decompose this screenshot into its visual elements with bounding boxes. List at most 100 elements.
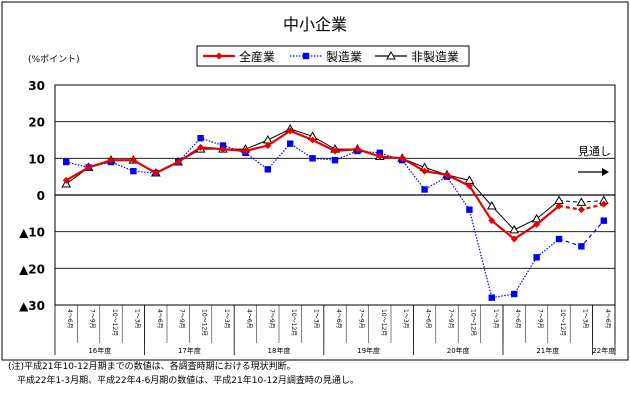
- year-group-label: 21年度: [536, 346, 559, 355]
- data-point-marker: [241, 147, 249, 155]
- data-point-marker: [302, 52, 310, 60]
- data-point-marker: [488, 217, 496, 225]
- x-tick-label: 7～9月: [357, 309, 364, 329]
- y-tick-label: 10: [28, 152, 45, 166]
- data-point-marker: [152, 169, 160, 177]
- data-point-marker: [577, 206, 585, 214]
- x-tick-label: 1～3月: [223, 309, 230, 329]
- data-point-marker: [465, 182, 473, 190]
- x-tick-label: 10～12月: [559, 309, 566, 336]
- data-point-marker: [219, 142, 227, 149]
- data-point-marker: [488, 294, 495, 301]
- data-point-marker: [398, 154, 406, 162]
- year-group-label: 20年度: [447, 346, 470, 355]
- x-tick-label: 7～9月: [178, 309, 185, 329]
- year-group-label: 16年度: [88, 346, 111, 355]
- data-point-marker: [264, 166, 271, 173]
- year-group-label: 19年度: [357, 346, 380, 355]
- x-tick-label: 10～12月: [469, 309, 476, 336]
- footnote-1: (注)平成21年10-12月期までの数値は、各調査時期における現状判断。: [8, 362, 296, 372]
- x-tick-label: 4～6月: [245, 309, 252, 329]
- data-point-marker: [421, 167, 429, 175]
- y-tick-label: 0: [37, 189, 45, 203]
- x-tick-label: 4～6月: [604, 309, 611, 329]
- x-tick-label: 7～9月: [447, 309, 454, 329]
- data-point-marker: [331, 156, 339, 164]
- data-point-marker: [533, 254, 540, 261]
- data-point-marker: [130, 167, 137, 175]
- x-axis: 4～6月 7～9月 10～12月 1～3月 4～6月 7～9月 10～12月 1～3月 4～6月…: [54, 305, 616, 355]
- chart-title: 中小企業: [283, 15, 347, 34]
- y-axis-ticks: 30 20 10 0 ▲10 ▲20 ▲30: [19, 79, 45, 313]
- data-point-marker: [421, 186, 428, 193]
- data-point-marker: [386, 50, 396, 60]
- data-point-marker: [376, 149, 383, 157]
- data-point-marker: [219, 145, 227, 153]
- legend-label: 製造業: [326, 50, 362, 64]
- x-tick-label: 1～3月: [313, 309, 320, 329]
- x-tick-label: 4～6月: [66, 309, 73, 329]
- data-point-marker: [353, 145, 361, 153]
- data-point-marker: [600, 200, 608, 208]
- x-tick-label: 4～6月: [156, 309, 163, 329]
- y-tick-label: ▲20: [19, 262, 45, 276]
- data-point-marker: [466, 206, 473, 213]
- y-tick-label: ▲10: [19, 226, 45, 240]
- data-point-marker: [129, 156, 137, 164]
- x-tick-label: 1～3月: [581, 309, 588, 329]
- legend-label: 非製造業: [411, 50, 459, 64]
- data-point-marker: [443, 171, 451, 179]
- x-tick-label: 10～12月: [290, 309, 297, 336]
- data-point-marker: [510, 235, 518, 243]
- outlook-annotation: 見通し: [578, 145, 611, 176]
- outlook-arrow-head: [602, 168, 609, 176]
- legend: 全産業 製造業 非製造業: [196, 45, 470, 67]
- x-tick-label: 1～3月: [492, 309, 499, 329]
- x-tick-label: 4～6月: [514, 309, 521, 329]
- data-point-marker: [85, 164, 93, 171]
- series-layer: [61, 123, 609, 301]
- data-point-marker: [533, 220, 541, 228]
- data-point-marker: [215, 52, 223, 60]
- data-point-marker: [555, 235, 563, 243]
- x-tick-label: 10～12月: [111, 309, 118, 336]
- x-tick-label: 7～9月: [268, 309, 275, 329]
- x-tick-label: 4～6月: [425, 309, 432, 329]
- outlook-label: 見通し: [578, 145, 611, 158]
- data-point-marker: [286, 127, 294, 135]
- data-point-marker: [309, 155, 316, 162]
- data-point-marker: [264, 142, 272, 149]
- year-group-label: 22年度: [592, 346, 615, 355]
- data-point-marker: [174, 158, 182, 166]
- x-tick-label: 10～12月: [380, 309, 387, 336]
- data-point-marker: [287, 140, 294, 147]
- x-tick-label: 1～3月: [402, 309, 409, 329]
- data-point-marker: [197, 143, 205, 151]
- data-point-marker: [509, 224, 520, 234]
- data-point-marker: [600, 217, 607, 224]
- x-tick-label: 4～6月: [335, 309, 342, 329]
- x-tick-label: 7～9月: [89, 309, 96, 329]
- data-point-marker: [309, 136, 317, 144]
- y-tick-label: ▲30: [19, 299, 45, 313]
- data-point-marker: [578, 243, 585, 250]
- legend-box: [196, 45, 470, 67]
- x-tick-label: 1～3月: [133, 309, 140, 329]
- year-group-label: 17年度: [178, 346, 201, 355]
- x-tick-label: 7～9月: [537, 309, 544, 329]
- data-point-marker: [63, 158, 70, 166]
- data-point-marker: [331, 147, 339, 155]
- data-point-marker: [576, 197, 587, 206]
- data-point-marker: [486, 200, 497, 210]
- legend-label: 全産業: [239, 49, 275, 64]
- data-point-marker: [107, 156, 115, 164]
- data-point-marker: [511, 290, 518, 298]
- data-point-marker: [197, 134, 204, 142]
- y-axis-unit-label: (%ポイント): [28, 54, 80, 65]
- data-point-marker: [555, 202, 563, 210]
- year-group-label: 18年度: [268, 346, 291, 355]
- footnote-2: 平成22年1-3月期、平成22年4-6月期の数値は、平成21年10-12月調査時…: [8, 376, 359, 386]
- data-point-marker: [376, 153, 384, 160]
- y-tick-label: 30: [28, 79, 45, 93]
